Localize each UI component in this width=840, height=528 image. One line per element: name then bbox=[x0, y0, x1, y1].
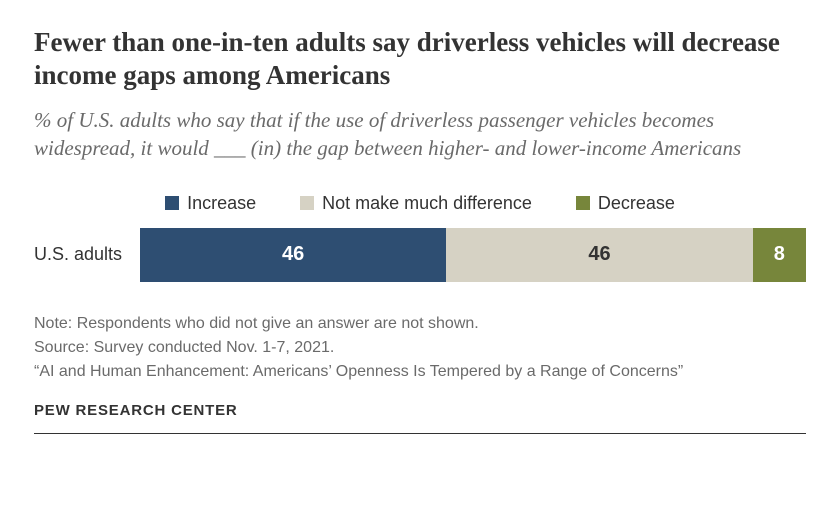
footnote-line: “AI and Human Enhancement: Americans’ Op… bbox=[34, 360, 806, 384]
legend-item-increase: Increase bbox=[165, 193, 256, 214]
legend-item-no-difference: Not make much difference bbox=[300, 193, 532, 214]
footnote-line: Note: Respondents who did not give an an… bbox=[34, 312, 806, 336]
legend-swatch-decrease bbox=[576, 196, 590, 210]
stacked-bar: 46 46 8 bbox=[140, 228, 806, 282]
row-label: U.S. adults bbox=[34, 244, 140, 265]
legend-label: Decrease bbox=[598, 193, 675, 214]
bottom-rule bbox=[34, 433, 806, 434]
legend-swatch-no-difference bbox=[300, 196, 314, 210]
bar-segment-decrease: 8 bbox=[753, 228, 806, 282]
footnote-block: Note: Respondents who did not give an an… bbox=[34, 312, 806, 384]
legend-label: Not make much difference bbox=[322, 193, 532, 214]
bar-segment-no-difference: 46 bbox=[446, 228, 752, 282]
chart-subtitle: % of U.S. adults who say that if the use… bbox=[34, 106, 806, 163]
chart-title: Fewer than one-in-ten adults say driverl… bbox=[34, 26, 806, 92]
footnote-line: Source: Survey conducted Nov. 1-7, 2021. bbox=[34, 336, 806, 360]
legend-item-decrease: Decrease bbox=[576, 193, 675, 214]
legend-label: Increase bbox=[187, 193, 256, 214]
attribution: PEW RESEARCH CENTER bbox=[34, 402, 806, 419]
chart-row: U.S. adults 46 46 8 bbox=[34, 228, 806, 282]
bar-segment-increase: 46 bbox=[140, 228, 446, 282]
legend-swatch-increase bbox=[165, 196, 179, 210]
legend: Increase Not make much difference Decrea… bbox=[34, 193, 806, 214]
